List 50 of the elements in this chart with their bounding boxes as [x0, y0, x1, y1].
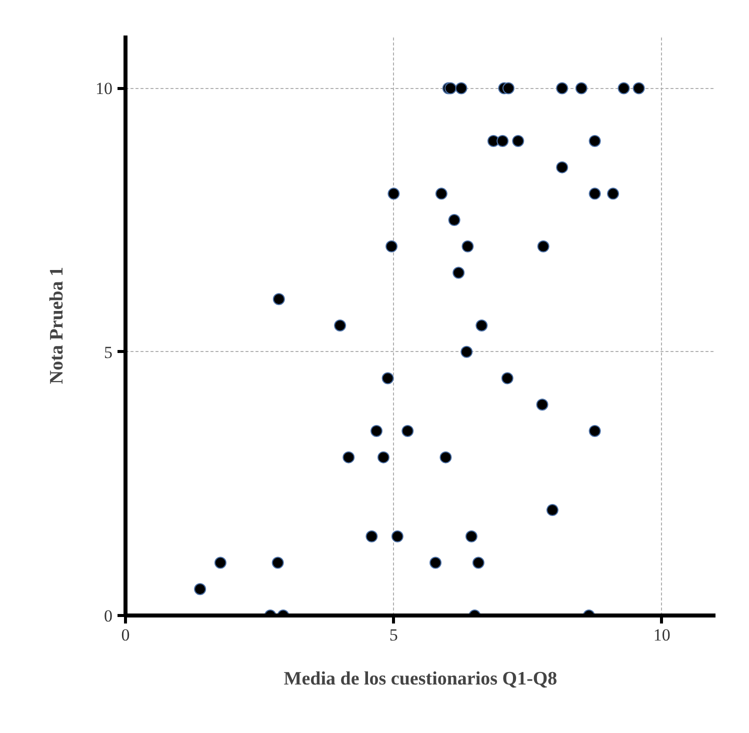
point	[462, 240, 474, 252]
point	[460, 346, 473, 358]
point	[588, 134, 601, 147]
point	[370, 424, 383, 437]
point	[388, 188, 400, 200]
point	[537, 240, 550, 252]
point	[546, 504, 558, 516]
x-tick-label: 5	[389, 626, 398, 644]
x-tick-label: 0	[121, 626, 130, 644]
point	[366, 530, 378, 542]
point	[435, 188, 448, 200]
point	[440, 451, 452, 464]
point	[452, 266, 465, 279]
point	[501, 372, 514, 384]
x-axis-title: Media de los cuestionarios Q1-Q8	[284, 668, 558, 690]
point	[607, 188, 620, 200]
point	[430, 556, 442, 569]
point	[334, 320, 346, 332]
point	[272, 293, 285, 306]
y-tick-label: 0	[104, 606, 112, 626]
point	[512, 134, 524, 147]
point	[476, 320, 488, 332]
point	[342, 451, 355, 464]
point	[386, 240, 398, 252]
point	[618, 82, 630, 94]
point	[536, 398, 548, 411]
point	[272, 556, 284, 569]
y-tick-label: 10	[96, 79, 112, 98]
y-tick-label: 5	[104, 342, 112, 362]
point	[556, 161, 568, 174]
x-tick-label: 10	[653, 626, 670, 644]
point	[455, 82, 468, 94]
point	[444, 82, 457, 94]
point	[214, 556, 226, 569]
point	[465, 530, 478, 542]
point	[194, 583, 206, 596]
point	[632, 82, 645, 94]
point	[472, 556, 484, 569]
point	[402, 424, 414, 437]
point	[556, 82, 568, 94]
point	[391, 530, 404, 542]
point	[502, 82, 514, 94]
point	[588, 188, 601, 200]
point	[588, 424, 601, 437]
point	[382, 372, 394, 384]
point	[496, 134, 509, 147]
point	[448, 214, 460, 226]
y-axis-title: Nota Prueba 1	[46, 266, 68, 384]
point	[575, 82, 588, 94]
point	[377, 451, 390, 464]
